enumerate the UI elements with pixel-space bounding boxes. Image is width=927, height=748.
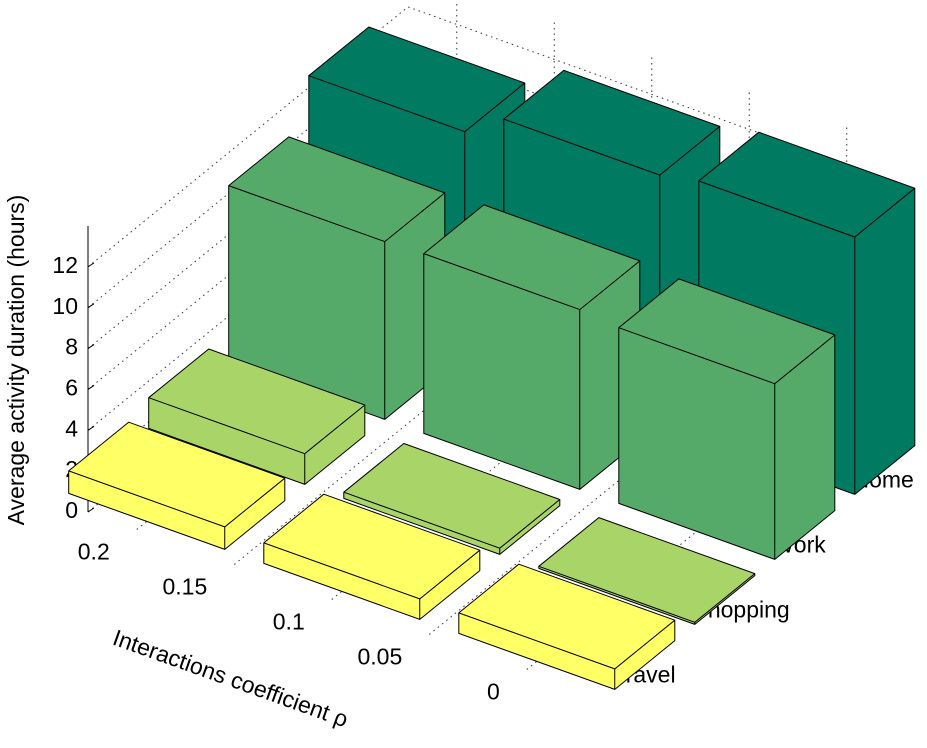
bar-edge (503, 118, 721, 176)
y-tick (87, 507, 95, 513)
bar-edge (68, 470, 286, 528)
y-tick-label: 12 (52, 252, 78, 278)
bar-edge (148, 397, 366, 455)
y-axis-title: Average activity duration (hours) (3, 195, 29, 526)
bar-edge (228, 185, 446, 243)
x-tick-label: 0.15 (162, 574, 207, 600)
y-tick (87, 303, 95, 309)
y-tick-label: 10 (52, 293, 78, 319)
y-tick (87, 425, 95, 431)
bar-edge (343, 491, 561, 549)
x-tick-label: 0.1 (273, 609, 305, 635)
x-tick-label: 0.05 (357, 644, 402, 670)
bar-edge (538, 565, 756, 623)
y-tick (87, 344, 95, 349)
x-axis-title: Interactions coefficient ρ (110, 624, 352, 732)
y-tick-label: 6 (65, 375, 78, 401)
bar-edge (308, 75, 526, 133)
y-tick-label: 4 (65, 415, 78, 441)
bar-edge (263, 542, 481, 600)
bar-edge (423, 253, 641, 311)
y-tick (87, 262, 95, 268)
x-tick-label: 0 (487, 679, 500, 705)
y-tick-label: 0 (65, 497, 78, 523)
y-tick (87, 385, 95, 390)
bar-edge (458, 612, 676, 670)
x-tick-label: 0.2 (78, 539, 110, 565)
y-tick-label: 8 (65, 334, 78, 360)
